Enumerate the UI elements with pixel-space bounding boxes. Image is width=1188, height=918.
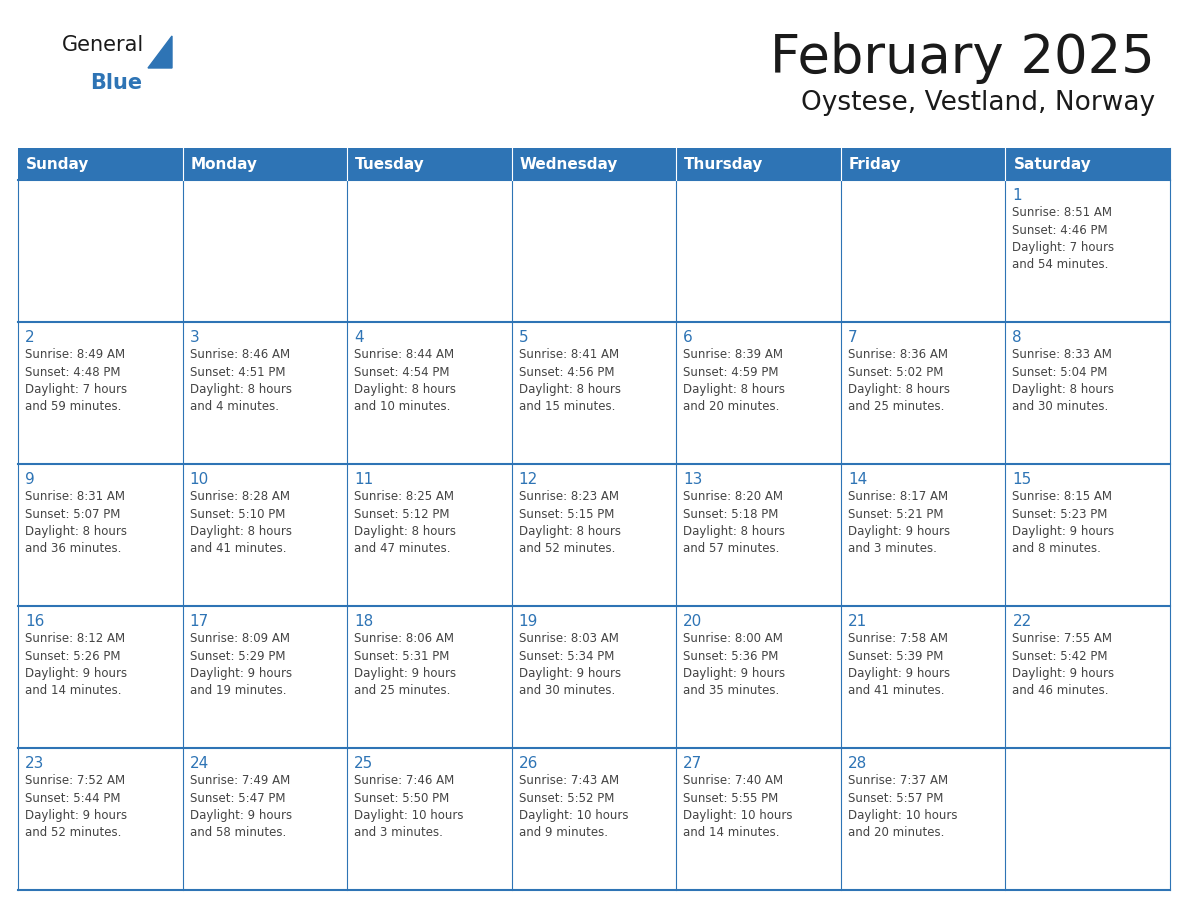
Text: Sunrise: 8:20 AM
Sunset: 5:18 PM
Daylight: 8 hours
and 57 minutes.: Sunrise: 8:20 AM Sunset: 5:18 PM Dayligh… <box>683 490 785 555</box>
Text: Friday: Friday <box>849 156 902 172</box>
Text: Sunrise: 8:36 AM
Sunset: 5:02 PM
Daylight: 8 hours
and 25 minutes.: Sunrise: 8:36 AM Sunset: 5:02 PM Dayligh… <box>848 348 950 413</box>
Text: General: General <box>62 35 144 55</box>
Text: 19: 19 <box>519 614 538 629</box>
Text: Sunrise: 8:33 AM
Sunset: 5:04 PM
Daylight: 8 hours
and 30 minutes.: Sunrise: 8:33 AM Sunset: 5:04 PM Dayligh… <box>1012 348 1114 413</box>
Text: Sunrise: 8:41 AM
Sunset: 4:56 PM
Daylight: 8 hours
and 15 minutes.: Sunrise: 8:41 AM Sunset: 4:56 PM Dayligh… <box>519 348 620 413</box>
Text: Sunrise: 8:09 AM
Sunset: 5:29 PM
Daylight: 9 hours
and 19 minutes.: Sunrise: 8:09 AM Sunset: 5:29 PM Dayligh… <box>190 632 292 698</box>
Text: Sunrise: 7:40 AM
Sunset: 5:55 PM
Daylight: 10 hours
and 14 minutes.: Sunrise: 7:40 AM Sunset: 5:55 PM Dayligh… <box>683 774 792 839</box>
Text: 23: 23 <box>25 756 44 771</box>
Text: 1: 1 <box>1012 188 1022 203</box>
Text: 18: 18 <box>354 614 373 629</box>
Text: Saturday: Saturday <box>1013 156 1092 172</box>
Bar <box>183 148 347 180</box>
Text: Sunrise: 8:39 AM
Sunset: 4:59 PM
Daylight: 8 hours
and 20 minutes.: Sunrise: 8:39 AM Sunset: 4:59 PM Dayligh… <box>683 348 785 413</box>
Text: Sunrise: 7:43 AM
Sunset: 5:52 PM
Daylight: 10 hours
and 9 minutes.: Sunrise: 7:43 AM Sunset: 5:52 PM Dayligh… <box>519 774 628 839</box>
Text: 14: 14 <box>848 472 867 487</box>
Text: Sunrise: 8:31 AM
Sunset: 5:07 PM
Daylight: 8 hours
and 36 minutes.: Sunrise: 8:31 AM Sunset: 5:07 PM Dayligh… <box>25 490 127 555</box>
Text: 10: 10 <box>190 472 209 487</box>
Text: Sunrise: 7:55 AM
Sunset: 5:42 PM
Daylight: 9 hours
and 46 minutes.: Sunrise: 7:55 AM Sunset: 5:42 PM Dayligh… <box>1012 632 1114 698</box>
Text: 28: 28 <box>848 756 867 771</box>
Text: February 2025: February 2025 <box>770 32 1155 84</box>
Text: Monday: Monday <box>190 156 258 172</box>
Bar <box>841 148 1005 180</box>
Bar <box>1005 148 1170 180</box>
Text: Sunrise: 7:52 AM
Sunset: 5:44 PM
Daylight: 9 hours
and 52 minutes.: Sunrise: 7:52 AM Sunset: 5:44 PM Dayligh… <box>25 774 127 839</box>
Text: Sunrise: 8:49 AM
Sunset: 4:48 PM
Daylight: 7 hours
and 59 minutes.: Sunrise: 8:49 AM Sunset: 4:48 PM Dayligh… <box>25 348 127 413</box>
Text: Oystese, Vestland, Norway: Oystese, Vestland, Norway <box>801 90 1155 116</box>
Text: Sunrise: 8:44 AM
Sunset: 4:54 PM
Daylight: 8 hours
and 10 minutes.: Sunrise: 8:44 AM Sunset: 4:54 PM Dayligh… <box>354 348 456 413</box>
Text: 5: 5 <box>519 330 529 345</box>
Text: Sunrise: 8:12 AM
Sunset: 5:26 PM
Daylight: 9 hours
and 14 minutes.: Sunrise: 8:12 AM Sunset: 5:26 PM Dayligh… <box>25 632 127 698</box>
Text: Wednesday: Wednesday <box>519 156 618 172</box>
Text: Sunrise: 7:49 AM
Sunset: 5:47 PM
Daylight: 9 hours
and 58 minutes.: Sunrise: 7:49 AM Sunset: 5:47 PM Dayligh… <box>190 774 292 839</box>
Text: Sunrise: 8:15 AM
Sunset: 5:23 PM
Daylight: 9 hours
and 8 minutes.: Sunrise: 8:15 AM Sunset: 5:23 PM Dayligh… <box>1012 490 1114 555</box>
Text: Sunrise: 8:17 AM
Sunset: 5:21 PM
Daylight: 9 hours
and 3 minutes.: Sunrise: 8:17 AM Sunset: 5:21 PM Dayligh… <box>848 490 950 555</box>
Text: Sunrise: 7:37 AM
Sunset: 5:57 PM
Daylight: 10 hours
and 20 minutes.: Sunrise: 7:37 AM Sunset: 5:57 PM Dayligh… <box>848 774 958 839</box>
Text: Sunrise: 8:03 AM
Sunset: 5:34 PM
Daylight: 9 hours
and 30 minutes.: Sunrise: 8:03 AM Sunset: 5:34 PM Dayligh… <box>519 632 621 698</box>
Text: 25: 25 <box>354 756 373 771</box>
Text: 17: 17 <box>190 614 209 629</box>
Text: 6: 6 <box>683 330 693 345</box>
Text: 12: 12 <box>519 472 538 487</box>
Text: 9: 9 <box>25 472 34 487</box>
Bar <box>347 148 512 180</box>
Polygon shape <box>148 36 172 68</box>
Bar <box>676 148 841 180</box>
Text: 3: 3 <box>190 330 200 345</box>
Text: Sunrise: 8:51 AM
Sunset: 4:46 PM
Daylight: 7 hours
and 54 minutes.: Sunrise: 8:51 AM Sunset: 4:46 PM Dayligh… <box>1012 206 1114 272</box>
Text: Tuesday: Tuesday <box>355 156 425 172</box>
Bar <box>18 148 183 180</box>
Text: Sunrise: 8:06 AM
Sunset: 5:31 PM
Daylight: 9 hours
and 25 minutes.: Sunrise: 8:06 AM Sunset: 5:31 PM Dayligh… <box>354 632 456 698</box>
Text: 7: 7 <box>848 330 858 345</box>
Text: Sunrise: 8:23 AM
Sunset: 5:15 PM
Daylight: 8 hours
and 52 minutes.: Sunrise: 8:23 AM Sunset: 5:15 PM Dayligh… <box>519 490 620 555</box>
Text: Sunrise: 8:28 AM
Sunset: 5:10 PM
Daylight: 8 hours
and 41 minutes.: Sunrise: 8:28 AM Sunset: 5:10 PM Dayligh… <box>190 490 291 555</box>
Text: Sunrise: 8:25 AM
Sunset: 5:12 PM
Daylight: 8 hours
and 47 minutes.: Sunrise: 8:25 AM Sunset: 5:12 PM Dayligh… <box>354 490 456 555</box>
Text: 21: 21 <box>848 614 867 629</box>
Text: Sunrise: 8:00 AM
Sunset: 5:36 PM
Daylight: 9 hours
and 35 minutes.: Sunrise: 8:00 AM Sunset: 5:36 PM Dayligh… <box>683 632 785 698</box>
Text: 24: 24 <box>190 756 209 771</box>
Text: Sunrise: 8:46 AM
Sunset: 4:51 PM
Daylight: 8 hours
and 4 minutes.: Sunrise: 8:46 AM Sunset: 4:51 PM Dayligh… <box>190 348 291 413</box>
Text: 13: 13 <box>683 472 702 487</box>
Text: Sunrise: 7:46 AM
Sunset: 5:50 PM
Daylight: 10 hours
and 3 minutes.: Sunrise: 7:46 AM Sunset: 5:50 PM Dayligh… <box>354 774 463 839</box>
Text: 27: 27 <box>683 756 702 771</box>
Text: 20: 20 <box>683 614 702 629</box>
Text: 15: 15 <box>1012 472 1031 487</box>
Text: Sunday: Sunday <box>26 156 89 172</box>
Text: 26: 26 <box>519 756 538 771</box>
Text: 4: 4 <box>354 330 364 345</box>
Text: 8: 8 <box>1012 330 1022 345</box>
Bar <box>512 148 676 180</box>
Text: 16: 16 <box>25 614 44 629</box>
Text: Thursday: Thursday <box>684 156 764 172</box>
Text: 22: 22 <box>1012 614 1031 629</box>
Text: 11: 11 <box>354 472 373 487</box>
Text: 2: 2 <box>25 330 34 345</box>
Text: Blue: Blue <box>90 73 143 93</box>
Text: Sunrise: 7:58 AM
Sunset: 5:39 PM
Daylight: 9 hours
and 41 minutes.: Sunrise: 7:58 AM Sunset: 5:39 PM Dayligh… <box>848 632 950 698</box>
